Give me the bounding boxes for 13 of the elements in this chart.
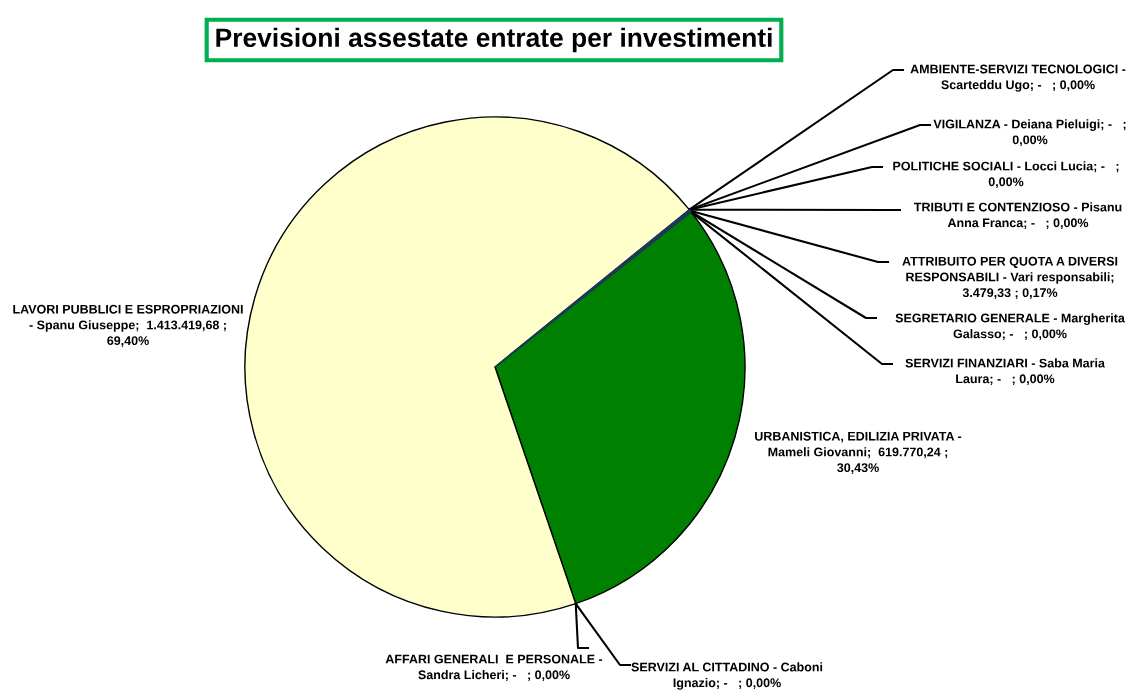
pie-slice	[494, 208, 692, 368]
category-label: SEGRETARIO GENERALE - Margherita Galasso; - ; 0,00%	[895, 313, 1125, 341]
chart-title: Previsioni assestate entrate per investimenti	[216, 27, 772, 53]
category-label: POLITICHE SOCIALI - Locci Lucia; - ; 0,00%	[893, 161, 1119, 189]
slice-label: LAVORI PUBBLICI E ESPROPRIAZIONI - Spanu Giuseppe; 1.413.419,68 ; 69,40%	[13, 304, 243, 347]
category-label: VIGILANZA - Deiana Pieluigi; - ; 0,00%	[933, 119, 1126, 147]
category-label: SERVIZI FINANZIARI - Saba Maria Laura; - ; 0,00%	[905, 358, 1105, 386]
category-label: SERVIZI AL CITTADINO - Caboni Ignazio; - ; 0,00%	[631, 662, 823, 690]
slice-label: ATTRIBUITO PER QUOTA A DIVERSI RESPONSABILI - Vari responsabili; 3.479,33 ; 0,17%	[902, 256, 1118, 299]
category-label: AMBIENTE-SERVIZI TECNOLOGICI - Scarteddu Ugo; - ; 0,00%	[910, 64, 1126, 92]
category-label: AFFARI GENERALI E PERSONALE - Sandra Licheri; - ; 0,00%	[385, 654, 603, 682]
category-label: TRIBUTI E CONTENZIOSO - Pisanu Anna Franca; - ; 0,00%	[913, 202, 1122, 230]
slice-label: URBANISTICA, EDILIZIA PRIVATA - Mameli Giovanni; 619.770,24 ; 30,43%	[755, 431, 962, 474]
